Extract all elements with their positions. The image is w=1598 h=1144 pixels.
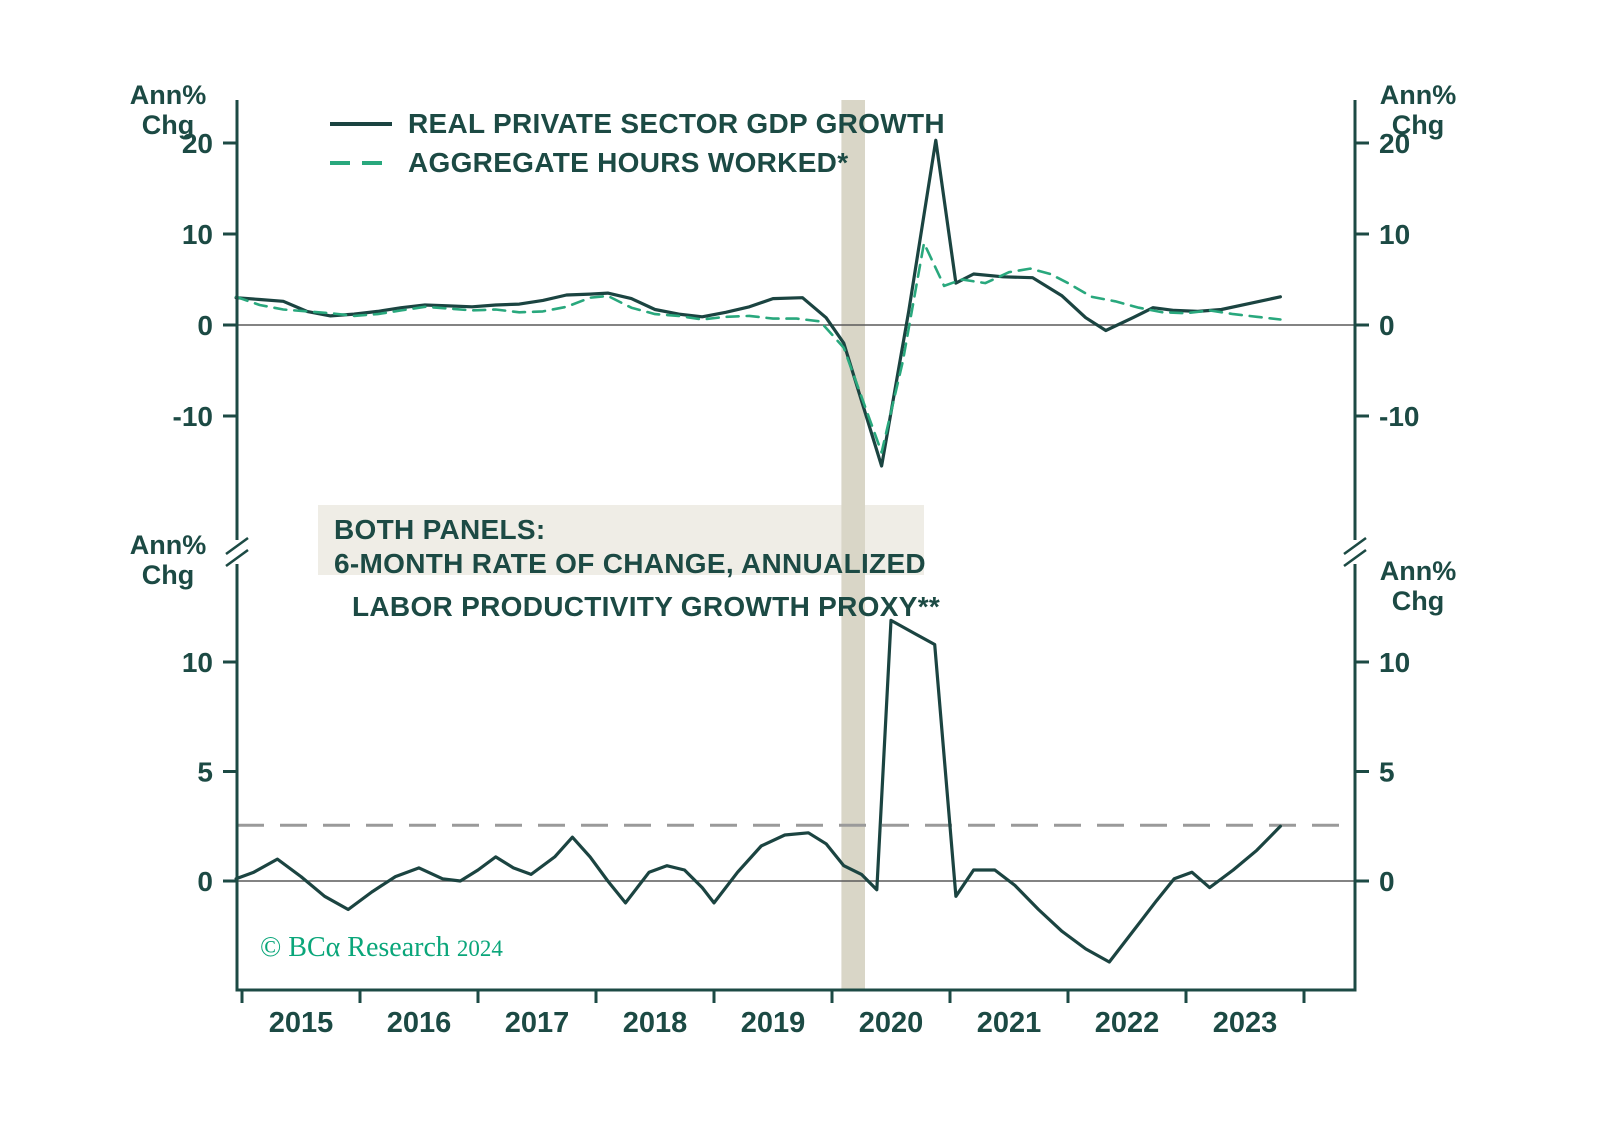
gdp-line-sample-icon (330, 122, 392, 126)
axis-unit-line2: Chg (1391, 110, 1445, 140)
bottom-panel-title: LABOR PRODUCTIVITY GROWTH PROXY** (352, 591, 941, 622)
copyright-symbol: © (260, 932, 282, 963)
axis-unit-line2: Chg (141, 110, 195, 140)
y-tick-label: 0 (1379, 866, 1395, 897)
y-axis-unit-bottom-left: Ann% Chg (122, 530, 214, 590)
axis-break-mark (225, 536, 249, 556)
x-tick-label: 2017 (505, 1007, 570, 1039)
y-axis-unit-top-left: Ann% Chg (122, 80, 214, 140)
axis-unit-line1: Ann% (1379, 80, 1457, 110)
y-tick-label: -10 (173, 401, 213, 432)
y-tick-label: 10 (1379, 219, 1410, 250)
x-tick-label: 2020 (859, 1007, 924, 1039)
axis-break-mark (225, 548, 249, 568)
y-tick-label: 20 (1379, 128, 1410, 159)
copyright-brand: BCα Research (288, 932, 450, 963)
x-tick-label: 2022 (1095, 1007, 1160, 1039)
copyright-year: 2024 (456, 936, 503, 961)
copyright: © BCα Research 2024 (260, 932, 503, 964)
y-tick-label: 10 (182, 219, 213, 250)
legend-label-gdp: REAL PRIVATE SECTOR GDP GROWTH (408, 108, 945, 139)
y-tick-label: 10 (182, 647, 213, 678)
annotation-background (318, 505, 924, 575)
axis-unit-line1: Ann% (129, 530, 207, 560)
recession-band (841, 100, 865, 990)
aggregate-hours-worked-line (234, 241, 1282, 454)
y-tick-label: 5 (1379, 757, 1395, 788)
legend: REAL PRIVATE SECTOR GDP GROWTH AGGREGATE… (330, 108, 945, 179)
y-tick-label: 0 (1379, 310, 1395, 341)
axis-unit-line1: Ann% (129, 80, 207, 110)
legend-label-hours: AGGREGATE HOURS WORKED* (408, 147, 849, 178)
y-tick-label: -10 (1379, 401, 1419, 432)
x-tick-label: 2018 (623, 1007, 688, 1039)
y-axis-unit-bottom-right: Ann% Chg (1372, 556, 1464, 616)
x-tick-label: 2019 (741, 1007, 806, 1039)
annotation-line1: BOTH PANELS: (334, 514, 546, 545)
x-tick-label: 2023 (1213, 1007, 1278, 1039)
y-axis-unit-top-right: Ann% Chg (1372, 80, 1464, 140)
annotation-both-panels: BOTH PANELS: 6-MONTH RATE OF CHANGE, ANN… (334, 513, 926, 581)
y-tick-label: 10 (1379, 647, 1410, 678)
axis-unit-line2: Chg (141, 560, 195, 590)
x-tick-label: 2021 (977, 1007, 1042, 1039)
y-tick-label: 5 (197, 757, 213, 788)
x-tick-label: 2016 (387, 1007, 452, 1039)
legend-item-gdp: REAL PRIVATE SECTOR GDP GROWTH (330, 108, 945, 140)
legend-item-hours: AGGREGATE HOURS WORKED* (330, 147, 945, 179)
axis-unit-line2: Chg (1391, 586, 1445, 616)
axis-break-mark (1343, 536, 1367, 556)
y-tick-label: 0 (197, 866, 213, 897)
x-tick-label: 2015 (269, 1007, 334, 1039)
y-tick-label: 0 (197, 310, 213, 341)
annotation-line2: 6-MONTH RATE OF CHANGE, ANNUALIZED (334, 548, 926, 579)
axis-unit-line1: Ann% (1379, 556, 1457, 586)
axis-break-mark (1343, 548, 1367, 568)
real-private-sector-gdp-growth-line (234, 138, 1282, 468)
hours-line-sample-icon (330, 161, 392, 165)
y-tick-label: 20 (182, 128, 213, 159)
labor-productivity-growth-proxy-line (234, 618, 1282, 964)
